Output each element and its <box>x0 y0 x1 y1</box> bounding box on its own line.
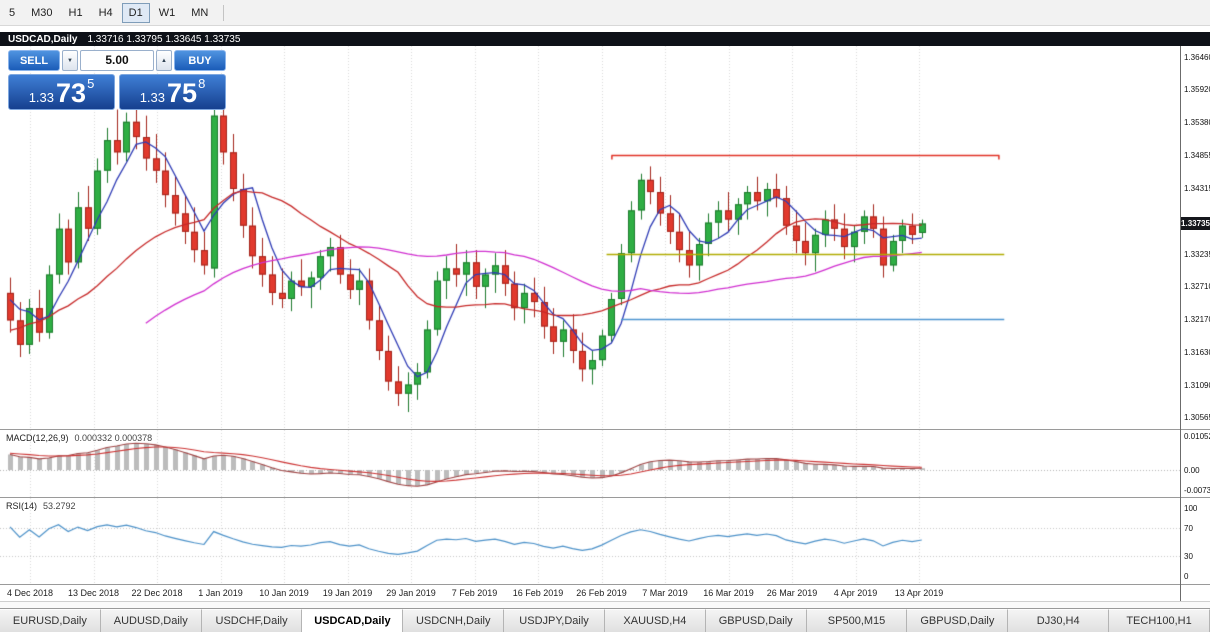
buy-price-prefix: 1.33 <box>139 90 166 105</box>
rsi-axis-label: 100 <box>1184 504 1198 513</box>
toolbar-separator <box>223 4 225 21</box>
chart-tabs-bar: EURUSD,Daily AUDUSD,Daily USDCHF,Daily USDC… <box>0 608 1210 632</box>
time-axis-label: 10 Jan 2019 <box>259 588 309 598</box>
price-axis-label: 1.34855 <box>1184 150 1210 160</box>
timeframe-button-MN[interactable]: MN <box>184 3 215 23</box>
rsi-axis-label: 70 <box>1184 524 1193 534</box>
buy-button[interactable]: BUY <box>174 50 226 71</box>
chart-tab-audusd-daily[interactable]: AUDUSD,Daily <box>100 609 202 632</box>
timeframe-button-D1[interactable]: D1 <box>121 2 150 23</box>
chart-tab-usdcnh-daily[interactable]: USDCNH,Daily <box>403 609 505 632</box>
volume-input[interactable]: 5.00 <box>80 50 154 71</box>
volume-down-icon: ▼ <box>67 57 73 64</box>
chart-tab-dj30-h4[interactable]: DJ30,H4 <box>1008 609 1110 632</box>
sell-price-prefix: 1.33 <box>28 90 55 105</box>
rsi-axis-label: 0 <box>1184 572 1189 581</box>
price-axis-label: 1.36460 <box>1184 52 1210 62</box>
rsi-axis-label: 30 <box>1184 551 1193 561</box>
sell-price-pips: 73 <box>56 78 87 108</box>
macd-values: 0.000332 0.000378 <box>74 433 153 443</box>
time-axis-label: 13 Apr 2019 <box>894 588 944 598</box>
time-axis-label: 1 Jan 2019 <box>198 588 243 598</box>
horizontal-scrollbar[interactable] <box>0 602 1210 608</box>
timeframe-button-M30[interactable]: M30 <box>24 3 59 23</box>
chart-tab-xauusd-h4[interactable]: XAUUSD,H4 <box>604 609 706 632</box>
timeframes-toolbar: 5 M30 H1 H4 D1 W1 MN <box>0 0 1210 26</box>
chart-tab-gbpusd-daily[interactable]: GBPUSD,Daily <box>907 609 1009 632</box>
time-axis[interactable]: 4 Dec 2018 13 Dec 2018 22 Dec 2018 1 Jan 20… <box>0 585 1210 601</box>
price-axis-label: 1.31090 <box>1184 380 1210 390</box>
pane-separator <box>0 601 1210 602</box>
time-axis-label: 19 Jan 2019 <box>322 588 373 598</box>
timeframe-button-W1[interactable]: W1 <box>152 3 183 23</box>
time-axis-label: 16 Feb 2019 <box>512 588 564 598</box>
chart-tabs: EURUSD,Daily AUDUSD,Daily USDCHF,Daily USDC… <box>0 609 1210 632</box>
timeframe-button-H4[interactable]: H4 <box>92 3 120 23</box>
macd-title: MACD(12,26,9) 0.000332 0.000378 <box>6 433 152 443</box>
macd-name: MACD(12,26,9) <box>6 433 69 443</box>
buy-price-point: 8 <box>198 76 206 91</box>
sell-price-point: 5 <box>87 76 95 91</box>
pane-separator <box>0 584 1210 585</box>
chart-tab-usdjpy-daily[interactable]: USDJPY,Daily <box>504 609 605 632</box>
time-axis-label: 13 Dec 2018 <box>67 588 120 598</box>
macd-axis-label: 0.010525 <box>1184 432 1210 441</box>
rsi-name: RSI(14) <box>6 501 38 511</box>
volume-up-icon: ▲ <box>161 57 167 64</box>
chart-tab-eurusd-daily[interactable]: EURUSD,Daily <box>0 609 101 632</box>
price-axis-separator <box>1180 46 1181 601</box>
rsi-title: RSI(14) 53.2792 <box>6 501 76 511</box>
price-axis-label: 1.32170 <box>1184 314 1210 324</box>
macd-axis-label: -0.00735 <box>1184 486 1210 495</box>
time-axis-label: 4 Dec 2018 <box>6 588 54 598</box>
macd-indicator-canvas[interactable] <box>0 430 1210 497</box>
time-axis-label: 4 Apr 2019 <box>833 588 878 598</box>
pane-separator[interactable] <box>0 429 1210 430</box>
chart-tab-usdcad-daily[interactable]: USDCAD,Daily <box>302 609 404 632</box>
time-axis-label: 16 Mar 2019 <box>703 588 754 598</box>
sell-button[interactable]: SELL <box>8 50 60 71</box>
pane-separator[interactable] <box>0 497 1210 498</box>
time-axis-label: 26 Feb 2019 <box>576 588 627 598</box>
volume-decrease-button[interactable]: ▼ <box>62 50 78 71</box>
rsi-value: 53.2792 <box>43 501 76 511</box>
chart-tab-sp500-m15[interactable]: SP500,M15 <box>806 609 908 632</box>
time-axis-label: 26 Mar 2019 <box>766 588 818 598</box>
current-price-tag: 1.33735 <box>1181 217 1210 231</box>
chart-symbol-title: USDCAD,Daily <box>8 33 78 45</box>
chart-ohlc-values: 1.33716 1.33795 1.33645 1.33735 <box>87 33 241 45</box>
chart-tab-usdchf-daily[interactable]: USDCHF,Daily <box>201 609 303 632</box>
macd-axis-label: 0.00 <box>1184 466 1200 475</box>
price-axis-label: 1.30565 <box>1184 412 1210 422</box>
timeframe-button-group: 5 M30 H1 H4 D1 W1 MN <box>2 2 215 23</box>
sell-price-display[interactable]: 1.33 73 5 <box>8 74 115 110</box>
chart-title-bar: USDCAD,Daily 1.33716 1.33795 1.33645 1.3… <box>0 32 1210 46</box>
chart-tab-gbpusd-daily[interactable]: GBPUSD,Daily <box>705 609 807 632</box>
timeframe-button-H1[interactable]: H1 <box>62 3 90 23</box>
timeframe-button-5[interactable]: 5 <box>2 3 22 23</box>
chart-tab-tech100-h1[interactable]: TECH100,H1 <box>1109 609 1210 632</box>
time-axis-label: 7 Feb 2019 <box>451 588 498 598</box>
time-axis-label: 22 Dec 2018 <box>131 588 183 598</box>
price-axis-label: 1.31630 <box>1184 347 1210 357</box>
price-axis-label: 1.32710 <box>1184 281 1210 291</box>
price-axis-label: 1.33235 <box>1184 249 1210 259</box>
price-axis-label: 1.34315 <box>1184 183 1210 193</box>
buy-price-display[interactable]: 1.33 75 8 <box>119 74 226 110</box>
time-axis-label: 29 Jan 2019 <box>386 588 436 598</box>
buy-price-pips: 75 <box>167 78 198 108</box>
price-axis-label: 1.35920 <box>1184 85 1210 95</box>
rsi-indicator-canvas[interactable] <box>0 498 1210 584</box>
one-click-trading-panel: SELL ▼ 5.00 ▲ BUY 1.33 73 5 1.33 75 8 <box>8 50 226 110</box>
price-axis-label: 1.35380 <box>1184 118 1210 128</box>
volume-increase-button[interactable]: ▲ <box>156 50 172 71</box>
time-axis-label: 7 Mar 2019 <box>642 588 688 598</box>
